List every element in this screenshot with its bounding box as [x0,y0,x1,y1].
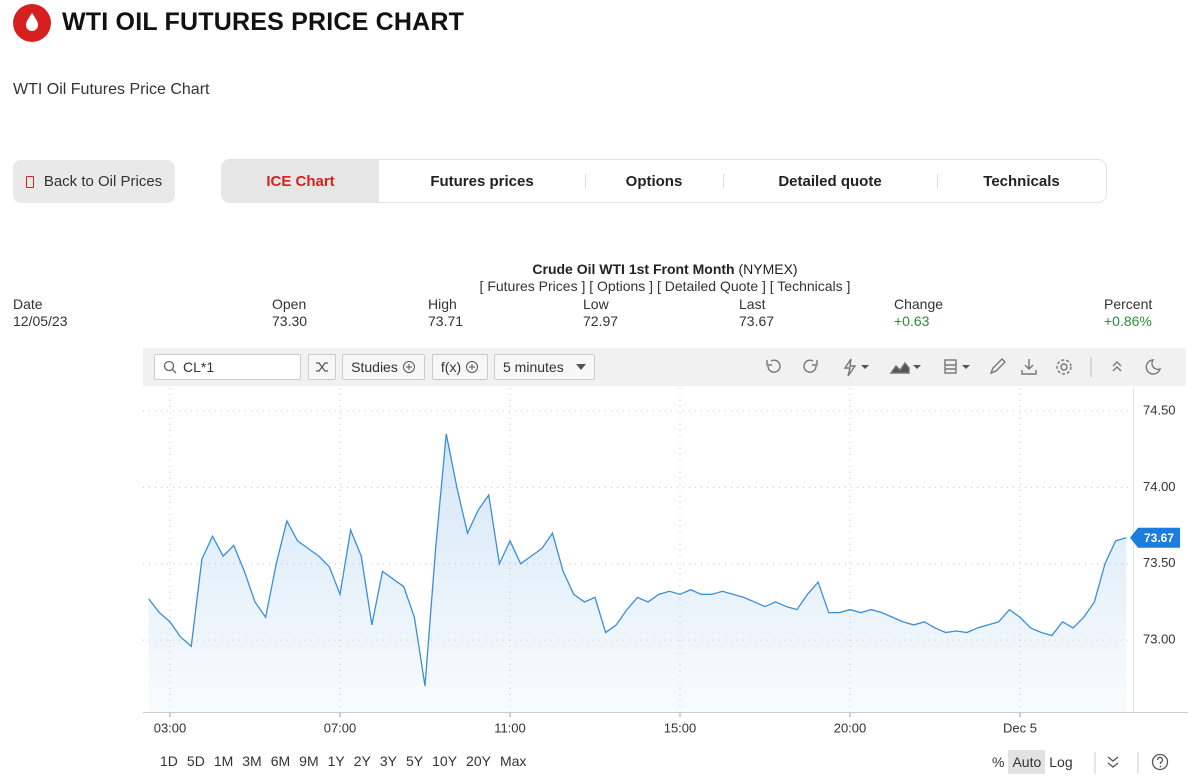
range-button[interactable]: 3M [242,753,262,769]
price-line [148,433,1127,687]
x-tick-label: 03:00 [154,720,187,735]
plus-icon [402,361,415,373]
scale-mode[interactable]: % [992,754,1005,770]
search-icon [163,360,177,374]
y-tick-label: 74.00 [1143,479,1176,494]
range-button[interactable]: 1D [160,753,178,769]
symbol: CL*1 [183,359,215,375]
range-selector: 1D 5D 1M 3M 6M 9M 1Y 2Y 3Y 5Y 10Y 20Y Max [160,753,535,769]
toolbar-icons[interactable] [763,356,1183,378]
field-label: High [428,296,457,312]
functions-button[interactable]: f(x) [432,354,488,380]
price-chart: 73.00 73.50 74.00 74.50 03:00 07:00 11:00 15:00… [143,388,1188,735]
field-label: Percent [1104,296,1153,312]
tab[interactable]: Detailed quote [723,160,937,202]
price-area [148,433,1127,712]
scale-modes: % Auto Log [988,750,1077,774]
range-button[interactable]: Max [499,753,527,769]
page-subtitle: WTI Oil Futures Price Chart [13,81,210,98]
x-tick-label: 15:00 [664,720,697,735]
field-value: 73.67 [739,313,775,329]
range-button[interactable]: 20Y [466,753,491,769]
logo [13,4,51,42]
symbol-input[interactable]: CL*1 [154,354,301,380]
x-tick-label: 11:00 [494,720,526,735]
field-label: Open [272,296,307,312]
functions-label: f(x) [440,359,462,375]
range-button[interactable]: 1M [213,753,234,769]
y-tick-label: 74.50 [1143,402,1176,417]
range-button[interactable]: 3Y [379,753,397,769]
compare-button[interactable] [308,354,336,380]
field-value: 73.30 [272,313,308,329]
range-button[interactable]: 6M [270,753,291,769]
last-price-tag [1130,527,1180,548]
back-label: Back to Oil Prices [43,173,163,190]
tab[interactable]: ICE Chart [222,160,379,202]
x-tick-label: Dec 5 [1003,720,1037,735]
back-button[interactable]: Back to Oil Prices [13,160,175,203]
field-label: Low [583,296,609,312]
range-button[interactable]: 5D [186,753,205,769]
caret [575,364,586,370]
studies-button[interactable]: Studies [342,354,425,380]
range-button[interactable]: 10Y [432,753,458,769]
scale-mode[interactable]: Auto [1008,750,1046,774]
range-button[interactable]: 9M [299,753,319,769]
tab[interactable]: Options [585,160,723,202]
range-button[interactable]: 1Y [327,753,345,769]
y-tick-label: 73.50 [1143,555,1176,570]
studies-label: Studies [351,359,398,375]
last-price-label: 73.67 [1144,531,1174,545]
field-label: Date [13,296,43,312]
range-button[interactable]: 2Y [353,753,371,769]
quote-name: Crude Oil WTI 1st Front Month [532,261,735,277]
footer-icons[interactable] [1094,750,1174,776]
tab[interactable]: Technicals [937,160,1106,202]
quote-exchange: (NYMEX) [738,261,798,277]
quote-title: Crude Oil WTI 1st Front Month (NYMEX) [0,261,1200,277]
plus-icon [466,361,479,373]
x-tick-label: 07:00 [324,720,357,735]
range-button[interactable]: 5Y [406,753,424,769]
shuffle-icon [316,362,328,372]
field-label: Change [894,296,944,312]
field-value: 73.71 [428,313,464,329]
field-value: +0.86% [1104,313,1152,329]
field-label: Last [739,296,766,312]
tab[interactable]: Futures prices [430,172,534,190]
scale-mode[interactable]: Log [1049,754,1073,770]
field-value: 12/05/23 [13,313,68,329]
x-tick-label: 20:00 [834,720,867,735]
interval-label: 5 minutes [503,359,564,375]
y-tick-label: 73.00 [1143,632,1176,647]
interval-select[interactable]: 5 minutes [494,354,595,380]
field-value: 72.97 [583,313,619,329]
quote-links[interactable]: [ Futures Prices ] [ Options ] [ Detaile… [479,278,851,294]
chart-toolbar: CL*1 Studies f(x) 5 minutes [143,348,1186,386]
page-title: WTI OIL FUTURES PRICE CHART [62,8,465,36]
tab-bar: ICE Chart Futures prices Options Detailed q… [221,159,1107,203]
field-value: +0.63 [894,313,930,329]
